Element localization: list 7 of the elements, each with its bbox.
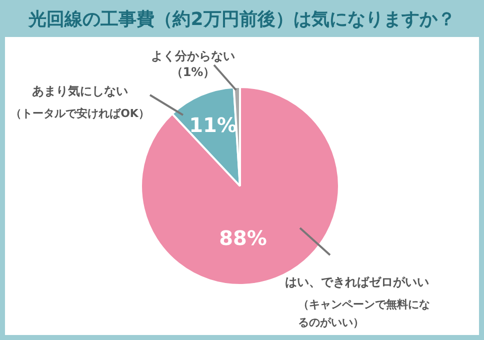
data-label: 11% (189, 113, 237, 138)
slice-label: あまり気にしない（トータルで安ければOK） (10, 84, 150, 120)
data-label: （1%） (170, 65, 216, 80)
slice-label: よく分からない (151, 49, 235, 64)
slice-label: はい、できればゼロがいい（キャンペーンで無料になるのがいい） (285, 275, 430, 329)
chart-title: 光回線の工事費（約2万円前後）は気になりますか？ (5, 5, 479, 37)
data-label: 88% (219, 226, 267, 250)
